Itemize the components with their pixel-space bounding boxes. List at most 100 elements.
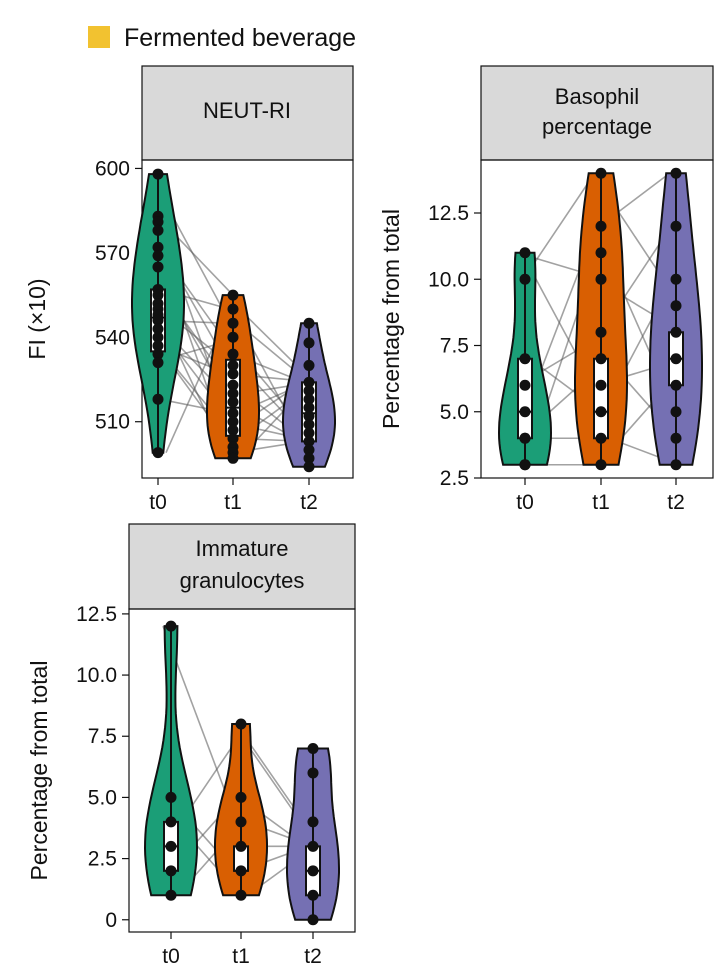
point-t0 bbox=[152, 216, 164, 228]
point-t0 bbox=[519, 273, 531, 285]
point-t0 bbox=[165, 865, 177, 877]
point-t0 bbox=[152, 241, 164, 253]
y-axis-label: Percentage from total bbox=[26, 661, 52, 881]
point-t1 bbox=[227, 407, 239, 419]
panel-basophil-percentage: Basophil percentage 2.5 5.0 7.5 10.0 12.5 t0 t1… bbox=[378, 65, 714, 514]
x-tick-label: t0 bbox=[516, 491, 534, 514]
point-t2 bbox=[670, 406, 682, 418]
panel-title: NEUT-RI bbox=[203, 98, 291, 123]
box-t1 bbox=[593, 357, 609, 440]
point-t2 bbox=[303, 402, 315, 414]
point-t1 bbox=[227, 424, 239, 436]
point-t0 bbox=[152, 323, 164, 335]
point-t1 bbox=[227, 368, 239, 380]
point-t0 bbox=[519, 379, 531, 391]
point-t1 bbox=[227, 379, 239, 391]
point-t0 bbox=[519, 432, 531, 444]
point-t1 bbox=[595, 247, 607, 259]
plot-area: 510 540 570 600 t0 t1 t2 bbox=[95, 157, 354, 514]
y-tick-label: 2.5 bbox=[440, 467, 469, 490]
x-tick-label: t1 bbox=[224, 491, 242, 514]
y-tick-label: 10.0 bbox=[428, 268, 469, 291]
y-tick-label: 7.5 bbox=[88, 725, 117, 748]
x-tick-label: t2 bbox=[300, 491, 318, 514]
point-t1 bbox=[595, 167, 607, 179]
point-t1 bbox=[227, 331, 239, 343]
point-t0 bbox=[152, 250, 164, 262]
point-t0 bbox=[152, 331, 164, 343]
point-t2 bbox=[303, 461, 315, 473]
point-t2 bbox=[670, 273, 682, 285]
panel-title: Immature granulocytes bbox=[180, 536, 305, 593]
point-t1 bbox=[227, 348, 239, 360]
point-t1 bbox=[227, 416, 239, 428]
point-t0 bbox=[152, 357, 164, 369]
y-tick-label: 600 bbox=[95, 157, 130, 180]
point-t1 bbox=[595, 353, 607, 365]
point-t0 bbox=[152, 261, 164, 273]
plot-area: 0 2.5 5.0 7.5 10.0 12.5 t0 t1 t2 bbox=[76, 603, 356, 968]
point-t0 bbox=[152, 447, 164, 459]
point-t1 bbox=[595, 406, 607, 418]
point-t0 bbox=[165, 889, 177, 901]
point-t1 bbox=[235, 840, 247, 852]
point-t1 bbox=[227, 303, 239, 315]
y-tick-label: 5.0 bbox=[88, 786, 117, 809]
point-t2 bbox=[303, 410, 315, 422]
panel-title-line: percentage bbox=[542, 114, 652, 139]
point-t0 bbox=[152, 168, 164, 180]
plot-frame bbox=[480, 159, 714, 479]
point-t2 bbox=[303, 359, 315, 371]
box-t0 bbox=[517, 357, 533, 440]
panel-title-line: Immature bbox=[196, 536, 289, 561]
point-t2 bbox=[670, 459, 682, 471]
y-tick-label: 12.5 bbox=[428, 202, 469, 225]
point-t1 bbox=[595, 379, 607, 391]
point-t2 bbox=[303, 435, 315, 447]
point-t2 bbox=[303, 419, 315, 431]
panel-neut-ri: NEUT-RI 510 540 570 600 t0 t1 t2 FI (×10) bbox=[24, 65, 354, 514]
x-tick-label: t1 bbox=[232, 945, 250, 968]
x-tick-label: t0 bbox=[162, 945, 180, 968]
y-axis-label: FI (×10) bbox=[24, 278, 50, 359]
panel-title-strip bbox=[128, 523, 356, 610]
point-t2 bbox=[670, 326, 682, 338]
point-t2 bbox=[307, 742, 319, 754]
point-t0 bbox=[519, 247, 531, 259]
point-t2 bbox=[307, 840, 319, 852]
point-t2 bbox=[303, 337, 315, 349]
point-t2 bbox=[670, 300, 682, 312]
y-tick-label: 5.0 bbox=[440, 401, 469, 424]
point-t2 bbox=[303, 376, 315, 388]
point-t0 bbox=[165, 816, 177, 828]
point-t0 bbox=[519, 353, 531, 365]
panel-title: Basophil percentage bbox=[542, 84, 652, 139]
point-t2 bbox=[307, 767, 319, 779]
point-t2 bbox=[670, 379, 682, 391]
y-tick-label: 7.5 bbox=[440, 335, 469, 358]
point-t0 bbox=[152, 340, 164, 352]
panel-title-line: granulocytes bbox=[180, 568, 305, 593]
panel-title-strip bbox=[141, 65, 354, 161]
point-t1 bbox=[227, 388, 239, 400]
point-t1 bbox=[235, 816, 247, 828]
point-t1 bbox=[595, 273, 607, 285]
y-tick-label: 570 bbox=[95, 242, 130, 265]
legend-swatch bbox=[88, 26, 110, 48]
point-t0 bbox=[519, 406, 531, 418]
point-t2 bbox=[670, 432, 682, 444]
point-t0 bbox=[152, 224, 164, 236]
point-t1 bbox=[595, 326, 607, 338]
point-t2 bbox=[303, 444, 315, 456]
point-t1 bbox=[595, 220, 607, 232]
point-t0 bbox=[165, 840, 177, 852]
point-t0 bbox=[165, 791, 177, 803]
point-t1 bbox=[227, 289, 239, 301]
point-t2 bbox=[670, 220, 682, 232]
point-t1 bbox=[235, 718, 247, 730]
point-t2 bbox=[303, 427, 315, 439]
x-tick-label: t2 bbox=[667, 491, 685, 514]
y-tick-label: 510 bbox=[95, 411, 130, 434]
panel-title-line: Basophil bbox=[555, 84, 639, 109]
